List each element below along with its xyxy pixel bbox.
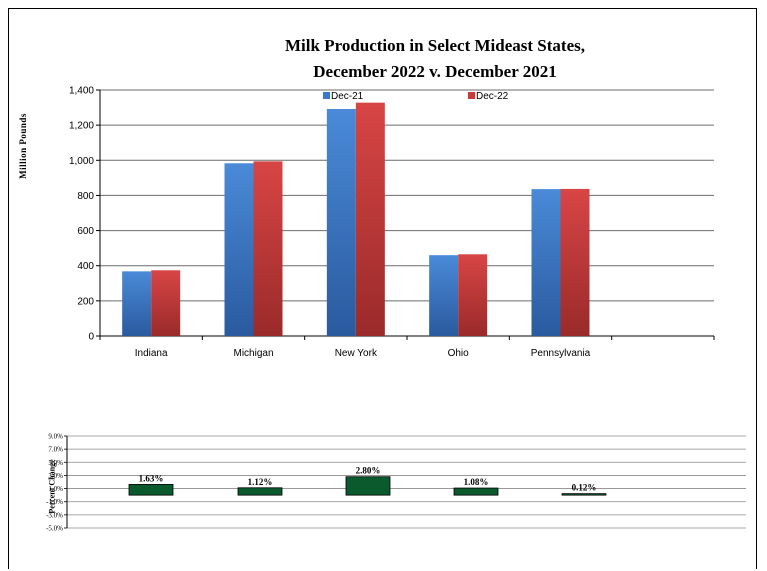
- pct-y-tick-label: 5.0%: [48, 459, 63, 467]
- pct-y-tick-label: 7.0%: [48, 446, 63, 454]
- bar-dec-21: [531, 189, 561, 336]
- pct-data-label: 1.63%: [139, 473, 164, 483]
- bar-dec-22: [253, 161, 283, 336]
- x-tick-label: New York: [335, 348, 378, 359]
- y-tick-label: 1,200: [69, 121, 94, 132]
- y-tick-label: 1,400: [69, 86, 94, 97]
- legend-swatch: [323, 92, 330, 99]
- x-tick-label: Ohio: [448, 348, 470, 359]
- pct-y-tick-label: -1.0%: [46, 498, 63, 506]
- bar-dec-22: [151, 270, 181, 336]
- pct-data-label: 1.12%: [248, 477, 273, 487]
- pct-y-tick-label: 9.0%: [48, 433, 63, 441]
- y-tick-label: 600: [77, 226, 94, 237]
- pct-bar: [453, 487, 499, 496]
- legend-label: Dec-22: [476, 91, 509, 102]
- bar-dec-21: [326, 108, 356, 336]
- y-tick-label: 800: [77, 191, 94, 202]
- bar-dec-21: [429, 255, 459, 336]
- pct-bar: [345, 476, 391, 496]
- bar-dec-21: [122, 271, 152, 336]
- pct-y-tick-label: 1.0%: [48, 485, 63, 493]
- bar-dec-22: [560, 188, 590, 336]
- chart-title-line-1: Milk Production in Select Mideast States…: [285, 36, 585, 55]
- bar-dec-21: [224, 163, 254, 336]
- pct-y-tick-label: -5.0%: [46, 525, 63, 533]
- bar-dec-22: [355, 102, 385, 336]
- legend-label: Dec-21: [331, 91, 364, 102]
- pct-bar: [237, 487, 283, 496]
- y-tick-label: 200: [77, 296, 94, 307]
- chart-frame: [8, 8, 757, 569]
- pct-data-label: 2.80%: [356, 466, 381, 476]
- pct-data-label: 0.12%: [572, 483, 597, 493]
- chart-title: Milk Production in Select Mideast States…: [205, 33, 665, 85]
- y-tick-label: 400: [77, 261, 94, 272]
- pct-bar: [561, 493, 607, 496]
- pct-data-label: 1.08%: [464, 477, 489, 487]
- x-tick-label: Michigan: [233, 348, 273, 359]
- pct-y-tick-label: -3.0%: [46, 511, 63, 519]
- x-tick-label: Pennsylvania: [531, 348, 591, 359]
- pct-bar: [128, 484, 174, 496]
- pct-y-tick-label: 3.0%: [48, 472, 63, 480]
- y-tick-label: 1,000: [69, 156, 94, 167]
- legend-swatch: [468, 92, 475, 99]
- x-tick-label: Indiana: [135, 348, 168, 359]
- y-tick-label: 0: [88, 332, 94, 343]
- chart-title-line-2: December 2022 v. December 2021: [313, 62, 557, 81]
- bar-dec-22: [458, 254, 488, 336]
